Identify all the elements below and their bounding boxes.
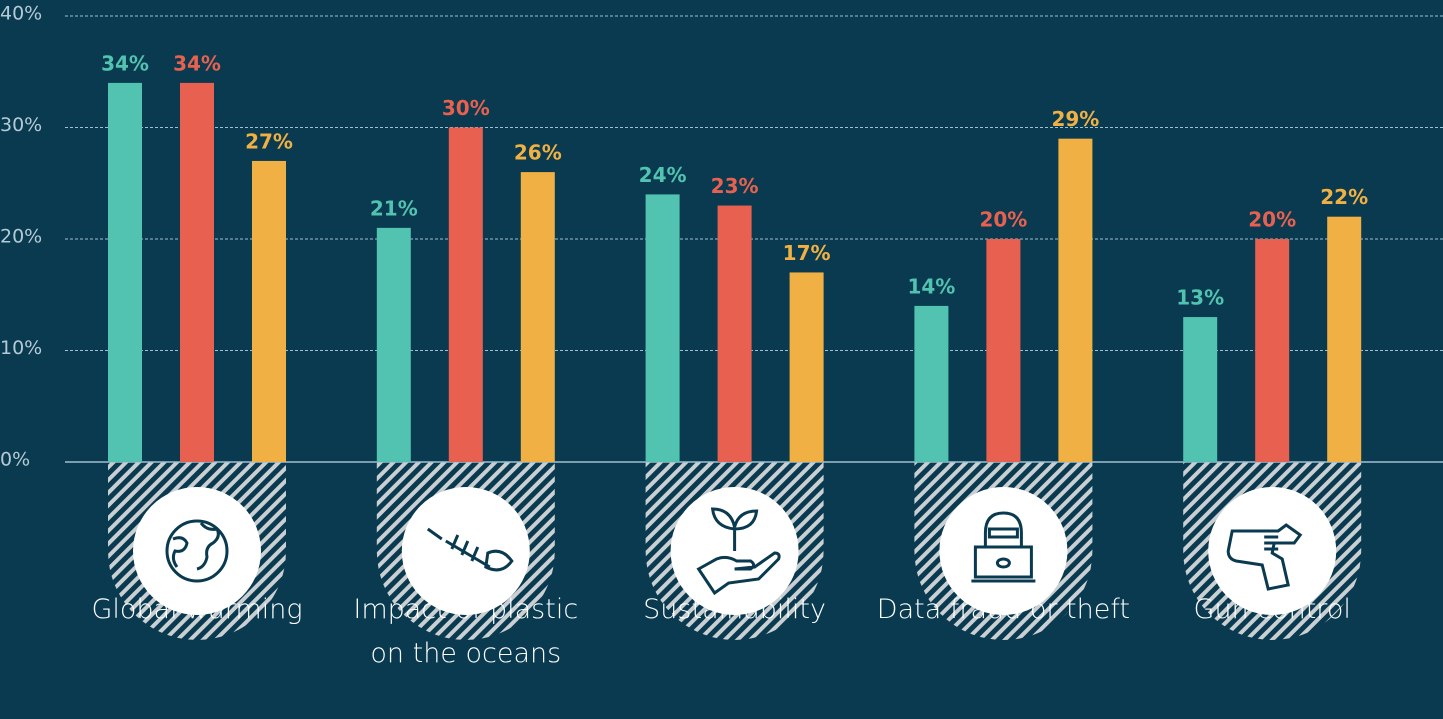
icon <box>426 527 514 572</box>
y-tick-label: 30% <box>0 114 42 136</box>
x-tick-label: Impact of plastic on the oceans <box>353 594 579 669</box>
icon-badge <box>914 462 1093 640</box>
bar <box>108 82 142 463</box>
bar <box>986 239 1021 462</box>
icon <box>995 557 1011 569</box>
x-tick-label: Data fraud or theft <box>876 594 1130 625</box>
value-label: 26% <box>514 141 562 165</box>
y-tick-label: 40% <box>0 3 42 25</box>
bar <box>252 160 286 462</box>
value-label: 23% <box>711 174 759 198</box>
value-label: 20% <box>1248 208 1296 232</box>
icon-circle <box>133 487 261 615</box>
value-label: 34% <box>101 51 149 75</box>
icon-badge <box>645 462 824 640</box>
bar <box>1183 317 1218 462</box>
value-label: 17% <box>783 241 831 265</box>
value-label: 21% <box>370 196 418 220</box>
value-label: 30% <box>442 96 490 120</box>
icon <box>165 519 229 583</box>
x-tick-label: Sustainability <box>643 594 826 625</box>
bar <box>914 305 949 462</box>
y-tick-label: 0% <box>0 449 30 471</box>
value-label: 27% <box>245 129 293 153</box>
x-tick-label: Global warming <box>91 594 303 625</box>
value-label: 22% <box>1320 185 1368 209</box>
bar <box>1327 216 1362 462</box>
icon <box>171 522 220 571</box>
bar <box>520 172 555 462</box>
value-label: 13% <box>1176 286 1224 310</box>
icon <box>1226 523 1303 591</box>
icon <box>971 511 1036 583</box>
icon-circle <box>401 487 530 615</box>
x-tick-label: Gun control <box>1193 594 1351 625</box>
bar <box>376 227 411 462</box>
bar <box>789 272 824 462</box>
value-label: 29% <box>1051 107 1099 131</box>
value-label: 34% <box>173 51 221 75</box>
icon-badge <box>376 462 555 640</box>
icon-badge <box>108 462 286 640</box>
bar <box>1058 138 1093 462</box>
icon-circle <box>939 487 1068 615</box>
icon-badge <box>1183 462 1362 640</box>
value-label: 20% <box>979 208 1027 232</box>
y-tick-label: 20% <box>0 226 42 248</box>
bar <box>1255 239 1290 462</box>
bar <box>448 127 483 462</box>
bar <box>645 194 680 462</box>
bar <box>180 82 214 463</box>
icon <box>696 507 781 596</box>
bar <box>717 205 752 463</box>
value-label: 24% <box>639 163 687 187</box>
y-tick-label: 10% <box>0 337 42 359</box>
value-label: 14% <box>907 274 955 298</box>
